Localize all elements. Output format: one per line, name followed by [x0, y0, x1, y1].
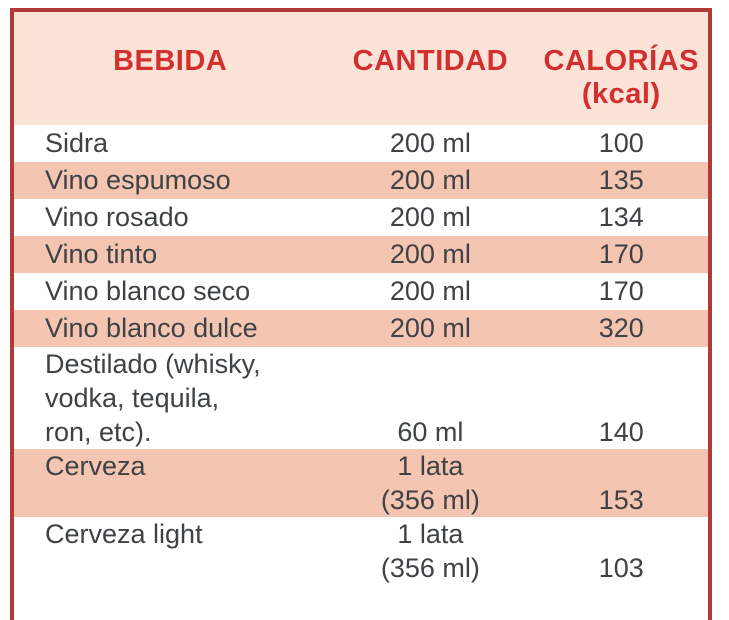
table-row: Vino espumoso 200 ml 135: [14, 162, 708, 199]
bebida-cell: Cerveza: [14, 449, 326, 517]
bebida-line: Destilado (whisky,: [45, 349, 261, 379]
table-row: Vino tinto 200 ml 170: [14, 236, 708, 273]
calorias-value: 140: [598, 417, 644, 447]
calorias-cell: 170: [534, 236, 708, 273]
table-row: Cerveza 1 lata (356 ml) 153: [14, 449, 708, 517]
cantidad-cell: 200 ml: [326, 236, 534, 273]
table-row: Destilado (whisky, vodka, tequila, ron, et…: [14, 347, 708, 449]
bebida-line: Sidra: [45, 128, 109, 158]
bebida-line: Vino rosado: [45, 202, 189, 232]
cantidad-cell: 1 lata (356 ml): [326, 517, 534, 585]
bebida-cell: Destilado (whisky, vodka, tequila, ron, et…: [14, 347, 326, 449]
cantidad-line: 200 ml: [389, 128, 471, 158]
cantidad-line: 200 ml: [389, 276, 471, 306]
cantidad-cell: 200 ml: [326, 199, 534, 236]
column-header-bebida: BEBIDA: [113, 45, 228, 77]
calorias-cell: 140: [534, 347, 708, 449]
cantidad-line: 200 ml: [389, 202, 471, 232]
calorias-value: 170: [598, 276, 644, 306]
cantidad-cell: 60 ml: [326, 347, 534, 449]
bebida-line: Vino blanco seco: [45, 276, 251, 306]
bebida-cell: Vino rosado: [14, 199, 326, 236]
table-header: BEBIDA CANTIDAD CALORÍAS (kcal): [14, 12, 708, 125]
cantidad-line: 200 ml: [389, 313, 471, 343]
bebida-cell: Vino espumoso: [14, 162, 326, 199]
table-row: Sidra 200 ml 100: [14, 125, 708, 162]
table-row: Vino blanco seco 200 ml 170: [14, 273, 708, 310]
cantidad-cell: 200 ml: [326, 125, 534, 162]
table-row: Vino rosado 200 ml 134: [14, 199, 708, 236]
calorias-value: 100: [598, 128, 644, 158]
column-header-calorias-label: CALORÍAS: [543, 45, 699, 77]
calorias-value: 153: [598, 485, 644, 515]
calorias-value: 320: [598, 313, 644, 343]
cantidad-line: 200 ml: [389, 165, 471, 195]
beverage-calorie-table: BEBIDA CANTIDAD CALORÍAS (kcal) Sidra 20…: [10, 8, 712, 620]
bebida-line: Vino espumoso: [45, 165, 231, 195]
calorias-cell: 103: [534, 517, 708, 585]
cantidad-cell: 200 ml: [326, 162, 534, 199]
table-body: Sidra 200 ml 100 Vino espumoso 200 ml 13…: [14, 125, 708, 585]
bebida-cell: Vino tinto: [14, 236, 326, 273]
cantidad-line: 200 ml: [389, 239, 471, 269]
cantidad-line: 1 lata: [397, 519, 464, 549]
bebida-line: Cerveza light: [45, 519, 203, 549]
table-row: Vino blanco dulce 200 ml 320: [14, 310, 708, 347]
bebida-cell: Vino blanco dulce: [14, 310, 326, 347]
cantidad-line: 1 lata: [397, 451, 464, 481]
bebida-cell: Sidra: [14, 125, 326, 162]
column-header-calorias: CALORÍAS (kcal): [534, 45, 708, 125]
table-row: Cerveza light 1 lata (356 ml) 103: [14, 517, 708, 585]
calorias-value: 103: [598, 553, 644, 583]
cantidad-cell: 200 ml: [326, 310, 534, 347]
column-header-cantidad: CANTIDAD: [352, 45, 509, 77]
calorias-cell: 170: [534, 273, 708, 310]
calorias-value: 134: [598, 202, 644, 232]
calorias-cell: 320: [534, 310, 708, 347]
calorias-cell: 135: [534, 162, 708, 199]
bebida-line: ron, etc).: [45, 417, 152, 447]
bebida-cell: Cerveza light: [14, 517, 326, 585]
bebida-line: Vino blanco dulce: [45, 313, 258, 343]
calorias-value: 170: [598, 239, 644, 269]
cantidad-cell: 1 lata (356 ml): [326, 449, 534, 517]
calorias-cell: 134: [534, 199, 708, 236]
bebida-line: Vino tinto: [45, 239, 158, 269]
bebida-cell: Vino blanco seco: [14, 273, 326, 310]
cantidad-line: 60 ml: [397, 417, 464, 447]
calorias-value: 135: [598, 165, 644, 195]
bebida-line: Cerveza: [45, 451, 146, 481]
bebida-line: vodka, tequila,: [45, 383, 220, 413]
cantidad-line: (356 ml): [380, 485, 480, 515]
calorias-cell: 153: [534, 449, 708, 517]
cantidad-line: (356 ml): [380, 553, 480, 583]
column-header-calorias-unit: (kcal): [581, 78, 661, 110]
cantidad-cell: 200 ml: [326, 273, 534, 310]
calorias-cell: 100: [534, 125, 708, 162]
